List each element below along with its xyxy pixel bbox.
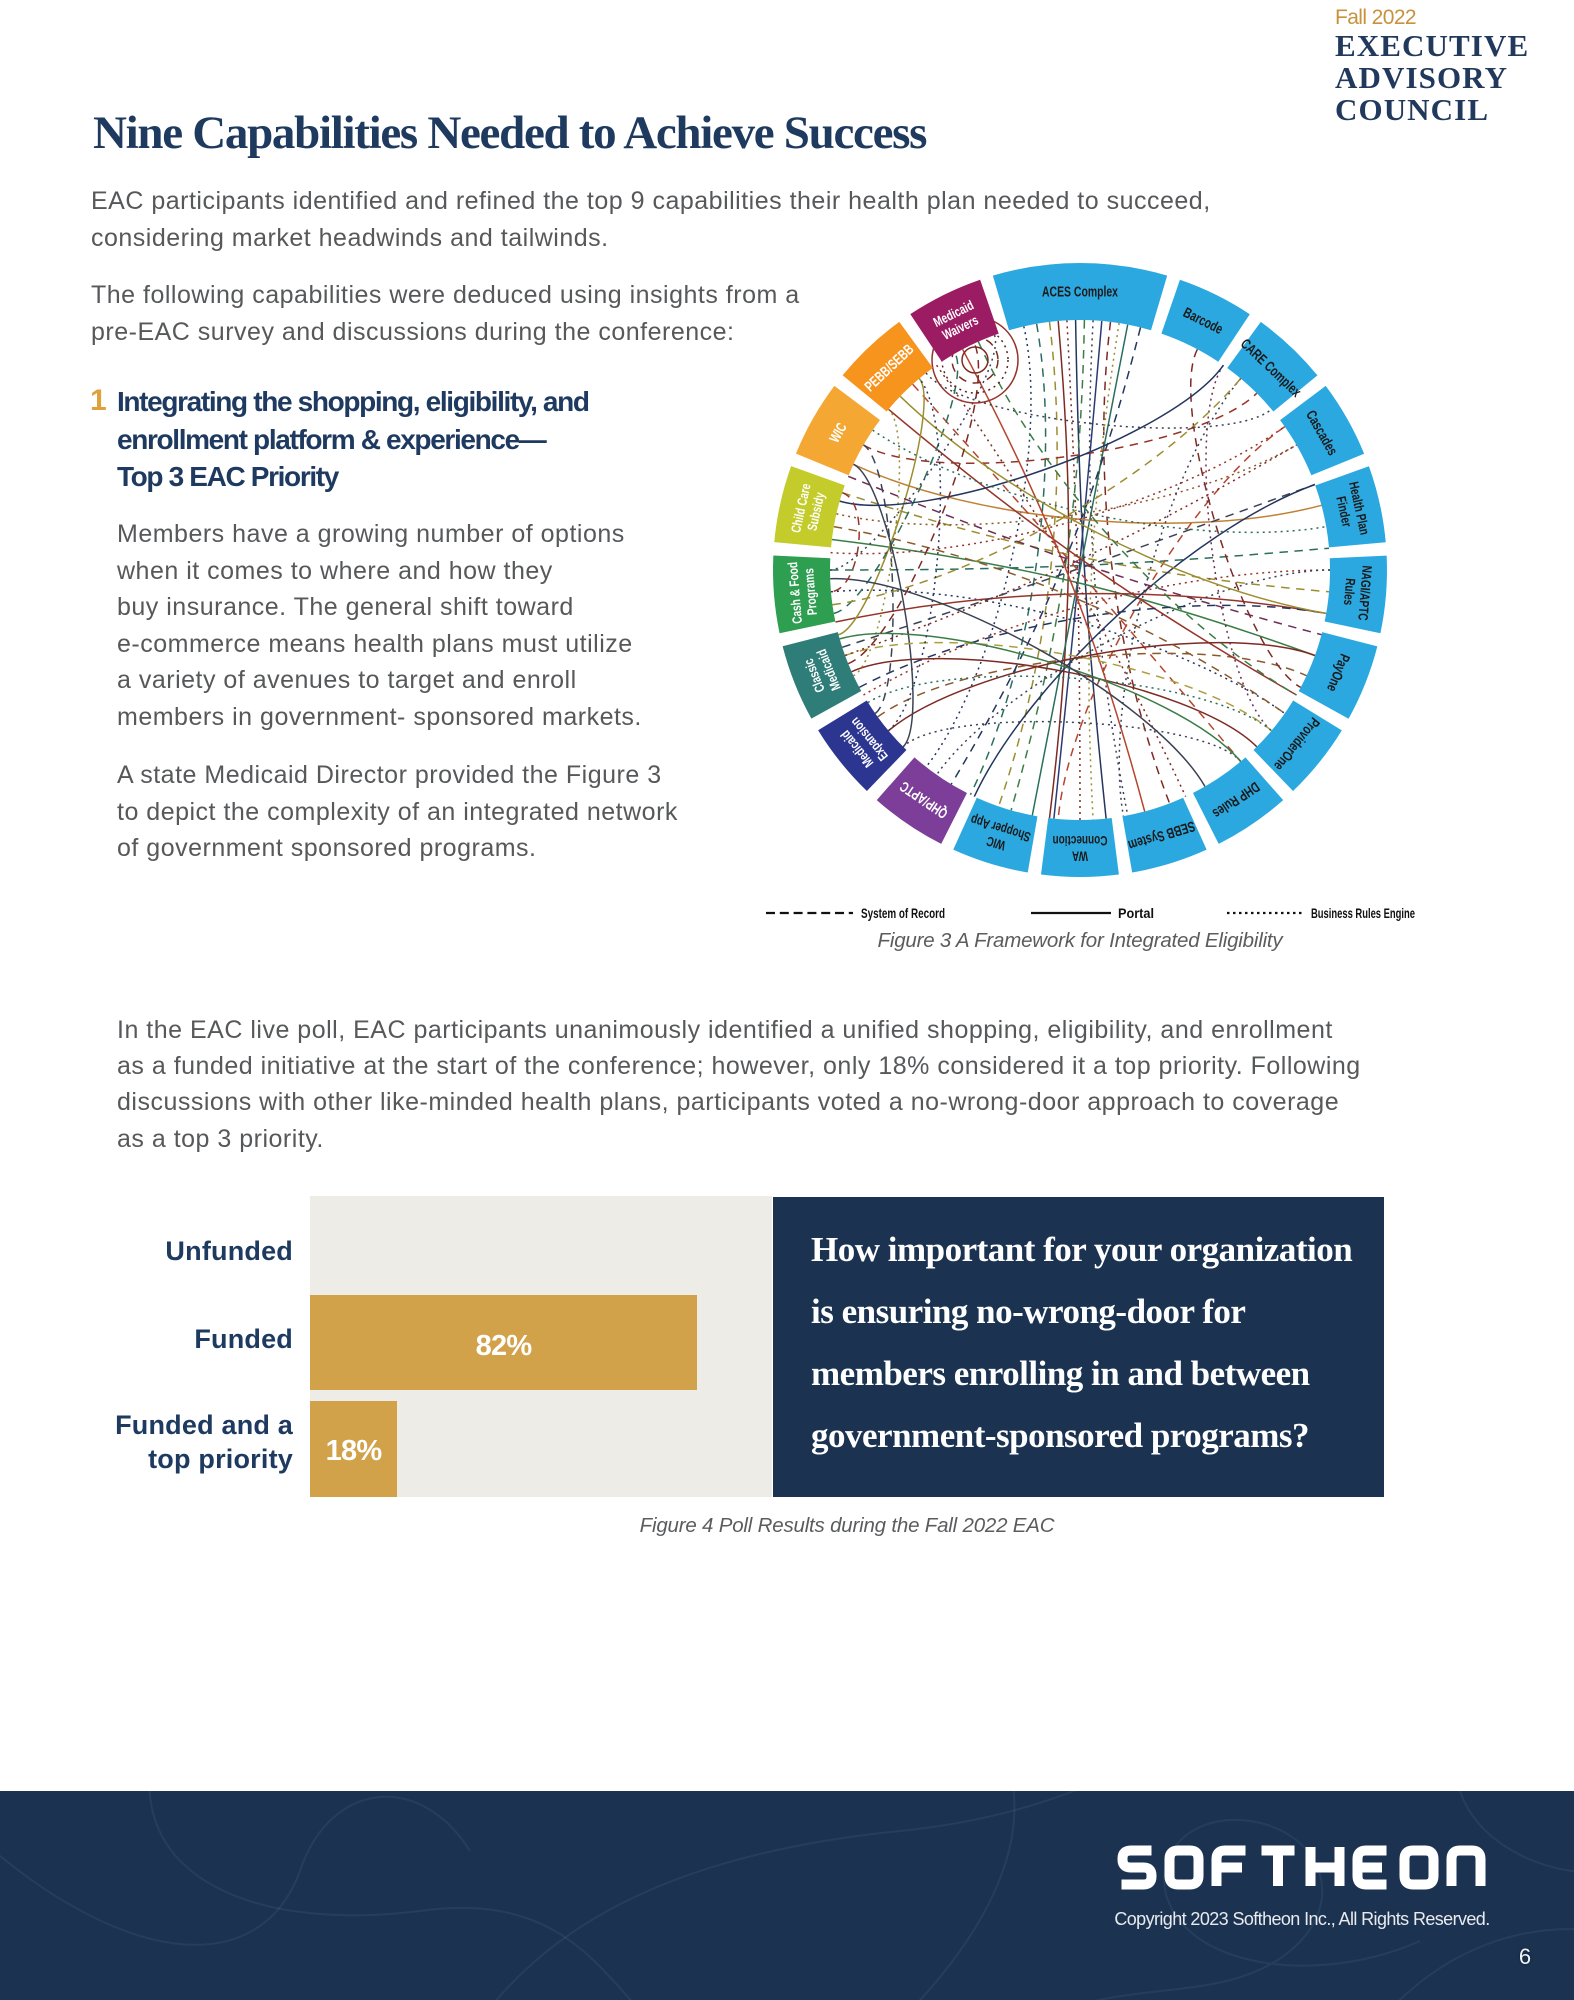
svg-text:WIC: WIC [985, 833, 1008, 853]
svg-text:Finder: Finder [1333, 495, 1354, 529]
svg-text:ACES Complex: ACES Complex [1042, 285, 1118, 301]
svg-text:Portal: Portal [1118, 905, 1154, 921]
svg-text:System of Record: System of Record [861, 905, 945, 921]
svg-text:Connection: Connection [1052, 833, 1107, 848]
svg-text:Programs: Programs [801, 568, 820, 616]
svg-text:NAGI/APTC: NAGI/APTC [1355, 565, 1374, 621]
svg-text:Business Rules Engine: Business Rules Engine [1311, 905, 1415, 921]
svg-text:Rules: Rules [1341, 578, 1358, 606]
svg-text:Cash & Food: Cash & Food [785, 561, 805, 624]
svg-text:WA: WA [1072, 848, 1088, 863]
